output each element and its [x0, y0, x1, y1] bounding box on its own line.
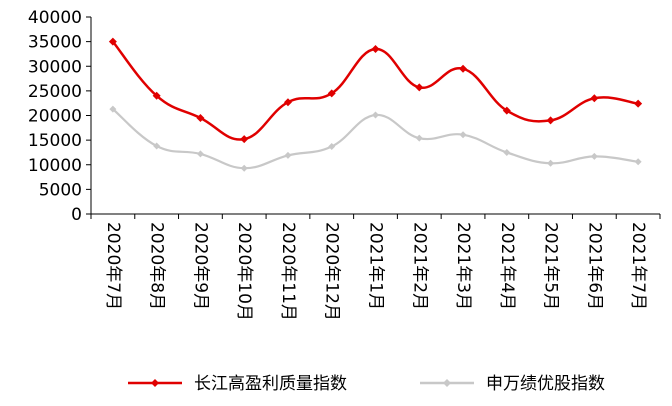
data-point: [327, 89, 336, 98]
series-line: [111, 40, 639, 141]
x-tick-label: 2021年4月: [497, 222, 517, 310]
data-point: [240, 135, 249, 144]
legend-label: 长江高盈利质量指数: [194, 374, 347, 394]
x-tick-label: 2021年6月: [584, 222, 604, 310]
data-point: [502, 106, 511, 115]
x-tick-label: 2020年7月: [103, 222, 123, 310]
x-tick-label: 2020年9月: [190, 222, 210, 310]
data-point: [372, 111, 379, 119]
legend-item: 长江高盈利质量指数: [128, 374, 347, 394]
x-tick-label: 2020年8月: [147, 222, 167, 310]
y-tick-label: 20000: [28, 107, 82, 127]
data-point: [547, 159, 555, 167]
y-axis: 40000 35000 30000 25000 20000 15000 10000 5000 0: [28, 8, 92, 225]
series-1: [109, 105, 642, 172]
data-point: [109, 105, 117, 113]
x-tick-label: 2021年5月: [541, 222, 561, 310]
y-tick-label: 35000: [28, 33, 82, 53]
data-point: [283, 98, 292, 107]
y-tick-label: 0: [71, 205, 82, 225]
legend: 长江高盈利质量指数 申万绩优股指数: [128, 374, 605, 394]
data-point: [371, 45, 380, 54]
data-point: [415, 83, 424, 92]
y-tick-label: 25000: [28, 82, 82, 102]
series-layer: [108, 37, 643, 172]
data-point: [108, 37, 117, 46]
x-tick-label: 2021年1月: [366, 222, 386, 310]
legend-swatch-marker: [151, 379, 159, 387]
legend-item: 申万绩优股指数: [420, 374, 605, 394]
data-point: [152, 91, 161, 100]
data-point: [459, 64, 468, 73]
x-tick-label: 2020年12月: [322, 222, 342, 321]
data-point: [503, 148, 511, 156]
data-point: [634, 158, 642, 166]
data-point: [240, 164, 248, 172]
data-point: [415, 134, 423, 142]
data-point: [590, 94, 599, 103]
y-tick-label: 15000: [28, 131, 82, 151]
data-point: [590, 152, 598, 160]
legend-swatch-marker: [443, 379, 451, 387]
x-tick-label: 2021年2月: [409, 222, 429, 310]
data-point: [546, 116, 555, 125]
x-tick-label: 2021年7月: [628, 222, 648, 310]
y-tick-label: 5000: [39, 180, 82, 200]
series-0: [108, 37, 643, 144]
data-point: [196, 150, 204, 158]
y-tick-label: 40000: [28, 8, 82, 28]
data-point: [634, 99, 643, 108]
legend-label: 申万绩优股指数: [486, 374, 605, 394]
x-tick-label: 2020年10月: [234, 222, 254, 321]
x-axis: 2020年7月 2020年8月 2020年9月 2020年10月 2020年11月 202…: [90, 213, 661, 321]
data-point: [328, 143, 336, 151]
data-point: [284, 151, 292, 159]
y-tick-label: 30000: [28, 57, 82, 77]
y-tick-label: 10000: [28, 156, 82, 176]
data-point: [196, 113, 205, 122]
x-tick-label: 2021年3月: [453, 222, 473, 310]
data-point: [459, 131, 467, 139]
x-tick-label: 2020年11月: [278, 222, 298, 321]
data-point: [153, 142, 161, 150]
